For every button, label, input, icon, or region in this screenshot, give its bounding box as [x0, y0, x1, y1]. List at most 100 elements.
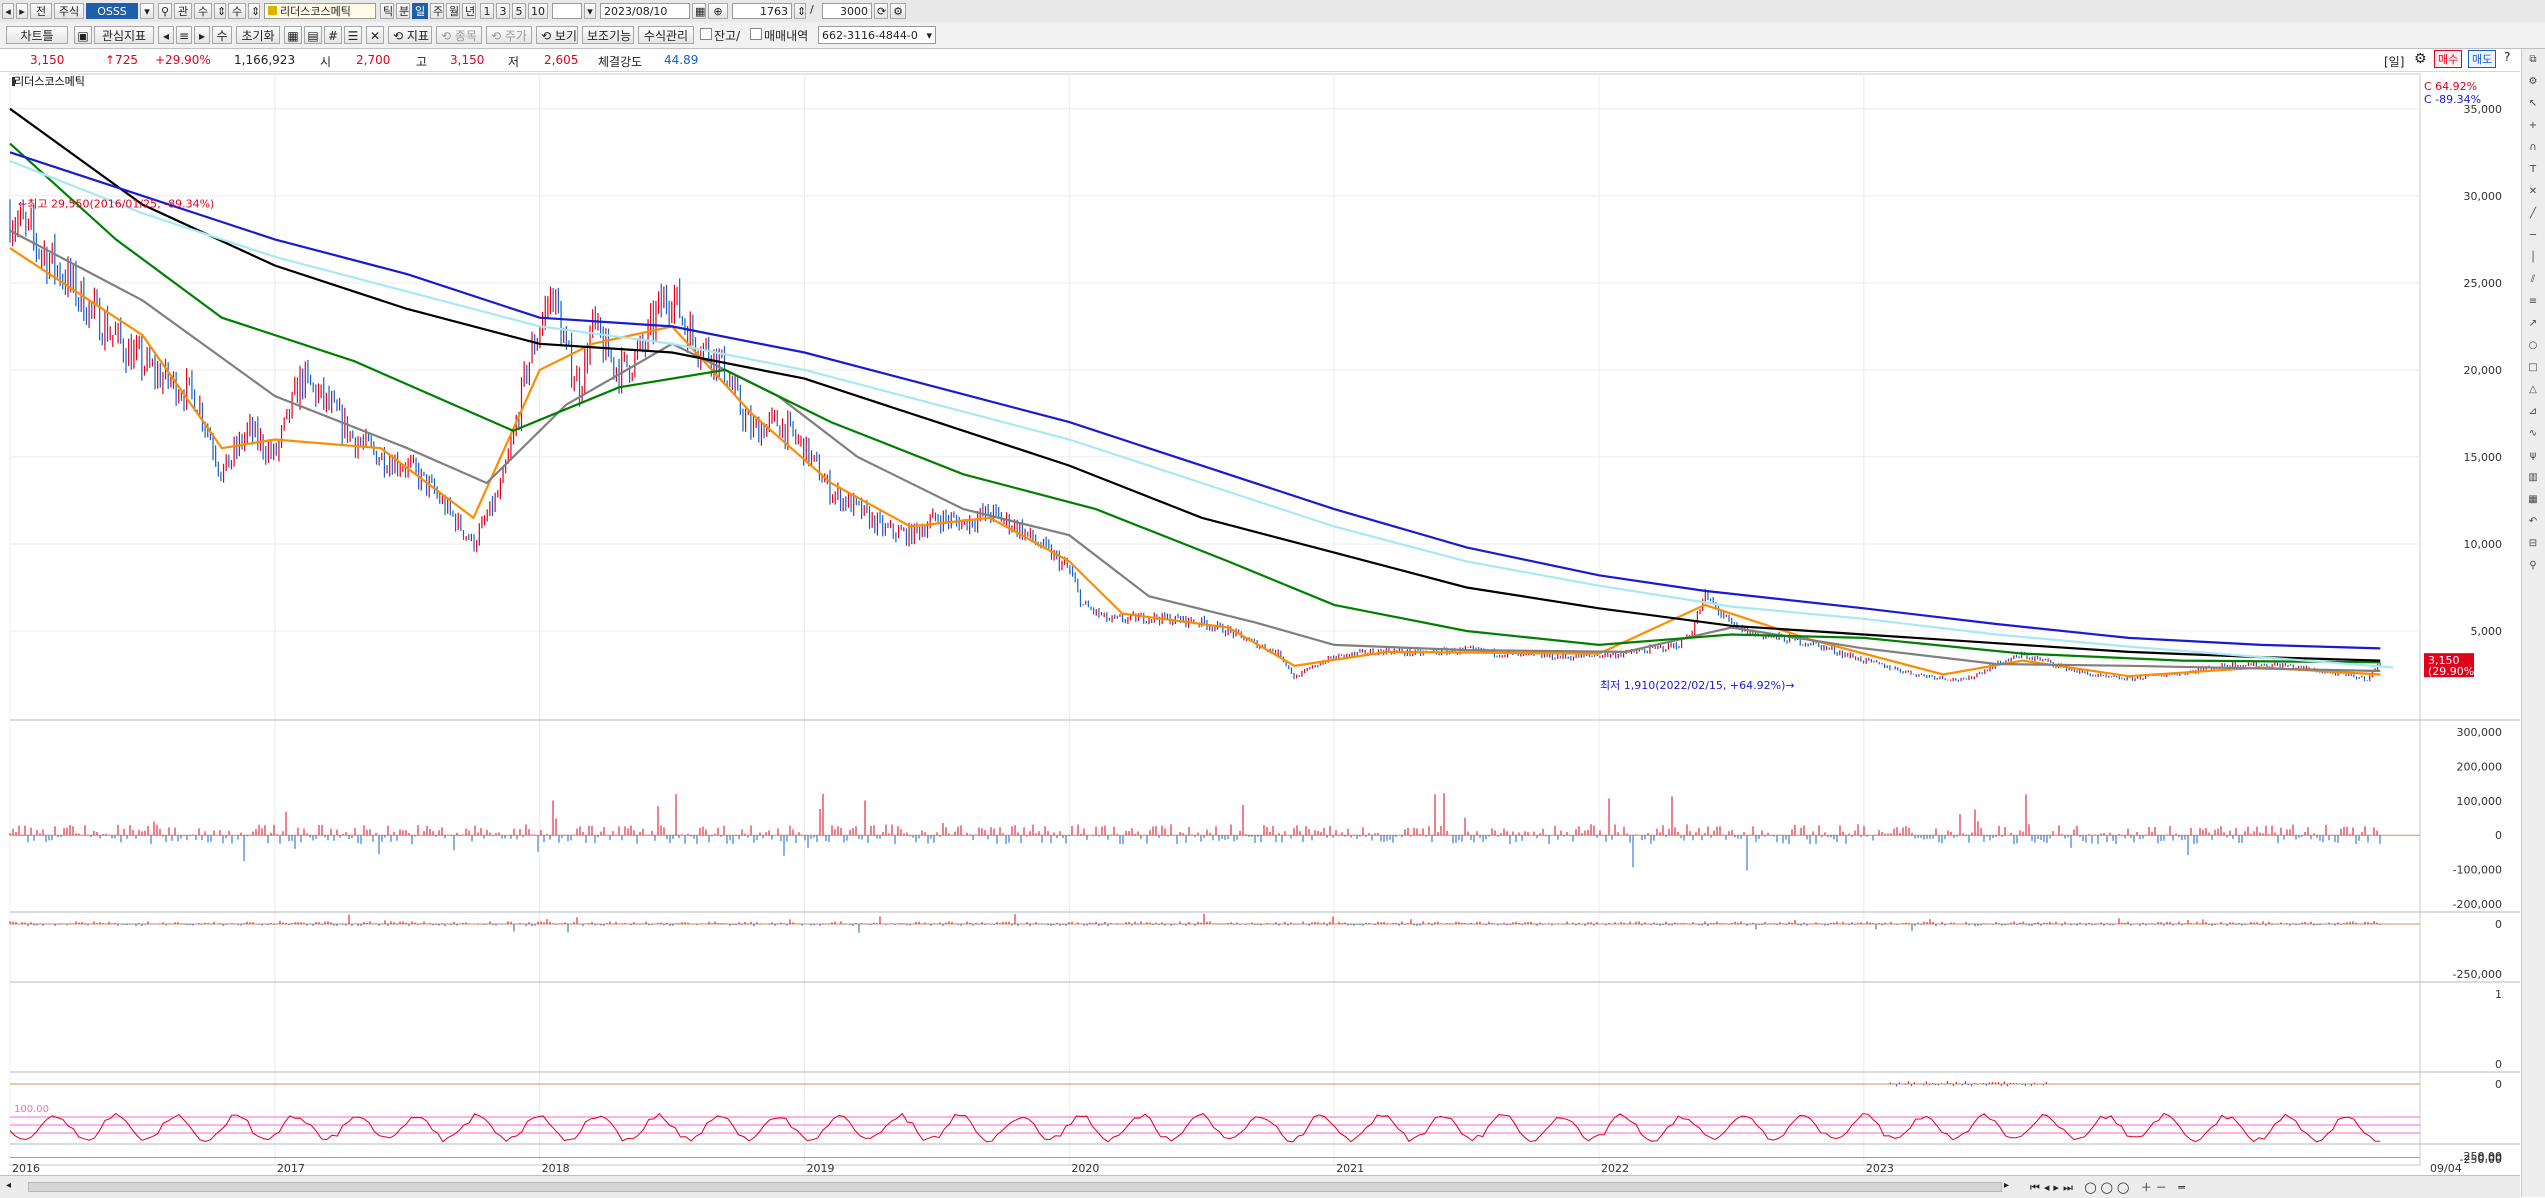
code-dropdown-icon[interactable]: ▾	[140, 3, 154, 19]
cursor-tool-icon[interactable]: ↖	[2528, 98, 2538, 109]
restore-icon[interactable]: ⧉	[2529, 54, 2537, 65]
spin-icon[interactable]: ⇕	[214, 3, 226, 19]
chart-scrollbar[interactable]: ◂ ▸ ⏮◂▸⏭ ◯◯◯ ＋－ ═	[0, 1175, 2520, 1198]
sell-button[interactable]: 매도	[2468, 50, 2497, 68]
stock-type-button[interactable]: 주식	[54, 3, 84, 19]
reset-button[interactable]: 초기화	[236, 26, 280, 44]
minute-period[interactable]: 분	[396, 3, 410, 19]
triangle-tool-icon[interactable]: △	[2529, 384, 2537, 395]
tick-period[interactable]: 틱	[380, 3, 394, 19]
undo-tool-icon[interactable]: ↶	[2528, 516, 2538, 527]
account-select[interactable]: 662-3116-4844-0 ▾	[818, 26, 936, 44]
delete-tool-icon[interactable]: ✕	[2528, 186, 2538, 197]
y-tick-label: 20,000	[2464, 364, 2503, 377]
zoom-tool-icon[interactable]: ⚲	[2529, 560, 2537, 571]
lock-icon[interactable]: ⊕	[708, 3, 728, 19]
next-icon[interactable]: ▸	[16, 3, 28, 19]
circle-tool-icon[interactable]: ○	[2528, 340, 2538, 351]
drawing-tools-strip: ⧉ ⚙ ↖ + ∩ T ✕ ╱ ─ │ ⫽ ≡ ↗ ○ □ △ ⊿ ∿ ψ ▥ …	[2521, 49, 2545, 1197]
text-tool-icon[interactable]: T	[2529, 164, 2537, 175]
count-input[interactable]: 1763	[732, 3, 792, 19]
gann-tool-icon[interactable]: ⊿	[2528, 406, 2538, 417]
cross-icon[interactable]: ✕	[366, 26, 384, 44]
trade-history-checkbox[interactable]	[750, 28, 762, 40]
osc-panel-tick: 0	[2495, 1078, 2502, 1091]
magnet-tool-icon[interactable]: ∩	[2529, 142, 2537, 153]
arrow-tool-icon[interactable]: ↗	[2528, 318, 2538, 329]
scroll-left-icon[interactable]: ◂	[6, 1180, 12, 1191]
period-dropdown-icon[interactable]: ▾	[584, 3, 596, 19]
ma-line-ma240	[9, 107, 2381, 662]
add-price-button[interactable]: ⟲ 주가	[486, 26, 532, 44]
plot-frame	[9, 73, 2421, 1166]
vline-tool-icon[interactable]: │	[2529, 252, 2537, 263]
help-icon[interactable]: ?	[2504, 50, 2511, 64]
period-5[interactable]: 5	[512, 3, 526, 19]
year-period[interactable]: 년	[462, 3, 476, 19]
equal-icon[interactable]: ≡	[176, 26, 192, 44]
edit-button[interactable]: 수	[212, 26, 232, 44]
grid-tool-icon[interactable]: ▦	[2528, 494, 2538, 505]
save-icon[interactable]: ▣	[74, 26, 92, 44]
ma-line-ma20	[9, 247, 2381, 678]
calendar-icon[interactable]: ▦	[692, 3, 706, 19]
compare-button[interactable]: ⟲ 종목	[436, 26, 482, 44]
buy-button[interactable]: 매수	[2434, 50, 2463, 68]
channel-tool-icon[interactable]: ⫽	[2530, 274, 2536, 285]
refresh-icon[interactable]: ⟳	[874, 3, 888, 19]
formula-button[interactable]: 수식관리	[638, 26, 694, 44]
settings-icon[interactable]: ⚙	[890, 3, 906, 19]
stock-name-field[interactable]: 리더스코스메틱	[264, 3, 376, 19]
list-icon[interactable]: ☰	[344, 26, 362, 44]
gear-tool-icon[interactable]: ⚙	[2528, 76, 2538, 87]
period-10[interactable]: 10	[528, 3, 548, 19]
stock-chart[interactable]: 2016 2017 2018 2019 2020 2021 2022 2023 09/04 35,…	[0, 70, 2520, 1175]
signal-panel-tick: 1	[2495, 988, 2502, 1001]
total-input[interactable]: 3000	[822, 3, 872, 19]
interest-indicator-button[interactable]: 관심지표	[94, 26, 154, 44]
spin2-icon[interactable]: ⇕	[248, 3, 260, 19]
view-button[interactable]: ⟲ 보기	[536, 26, 578, 44]
left-arrow-icon[interactable]: ◂	[158, 26, 174, 44]
order-button[interactable]: 수	[194, 3, 212, 19]
lock-tool-icon[interactable]: ⊟	[2528, 538, 2538, 549]
aux-button[interactable]: 보조기능	[582, 26, 634, 44]
month-period[interactable]: 월	[446, 3, 460, 19]
period-custom-input[interactable]	[552, 3, 582, 19]
hline-tool-icon[interactable]: ─	[2529, 230, 2537, 241]
indicator-button[interactable]: ⟲ 지표	[388, 26, 432, 44]
x-tick-label: 2021	[1336, 1162, 1364, 1175]
date-input[interactable]: 2023/08/10	[600, 3, 690, 19]
chart-settings-icon[interactable]: ⚙	[2414, 51, 2427, 67]
count-spin-icon[interactable]: ⇕	[794, 3, 806, 19]
scroll-right-icon[interactable]: ▸	[2004, 1180, 2010, 1191]
zoom-controls[interactable]: ⏮◂▸⏭ ◯◯◯ ＋－ ═	[2030, 1181, 2189, 1194]
pitchfork-tool-icon[interactable]: ψ	[2529, 450, 2537, 461]
search-icon[interactable]: ⚲	[158, 3, 172, 19]
period-1[interactable]: 1	[480, 3, 494, 19]
fib-tool-icon[interactable]: ≡	[2528, 296, 2538, 307]
bars-tool-icon[interactable]: ▥	[2528, 472, 2538, 483]
x-tick-label: 2023	[1866, 1162, 1894, 1175]
trendline-tool-icon[interactable]: ╱	[2529, 208, 2537, 219]
grid2-icon[interactable]: ▤	[304, 26, 322, 44]
cycle-tool-icon[interactable]: ∿	[2528, 428, 2538, 439]
ma-line-ma60	[9, 229, 2381, 673]
stock-code-input[interactable]: OSSS	[86, 3, 138, 19]
balance-checkbox[interactable]	[700, 28, 712, 40]
grid-icon[interactable]: ▦	[284, 26, 302, 44]
right-arrow-icon[interactable]: ▸	[194, 26, 210, 44]
day-period[interactable]: 일	[412, 3, 428, 19]
week-period[interactable]: 주	[430, 3, 444, 19]
prev-icon[interactable]: ◂	[2, 3, 14, 19]
rect-tool-icon[interactable]: □	[2528, 362, 2538, 373]
interest-button[interactable]: 관	[174, 3, 192, 19]
volume-panel-tick: 0	[2495, 829, 2502, 842]
order2-button[interactable]: 수	[228, 3, 246, 19]
crosshair-tool-icon[interactable]: +	[2528, 120, 2538, 131]
chart-list-button[interactable]: 차트틀	[6, 26, 68, 44]
all-button[interactable]: 전	[30, 3, 52, 19]
number-icon[interactable]: #	[324, 26, 342, 44]
scroll-track[interactable]	[28, 1182, 2002, 1192]
period-3[interactable]: 3	[496, 3, 510, 19]
